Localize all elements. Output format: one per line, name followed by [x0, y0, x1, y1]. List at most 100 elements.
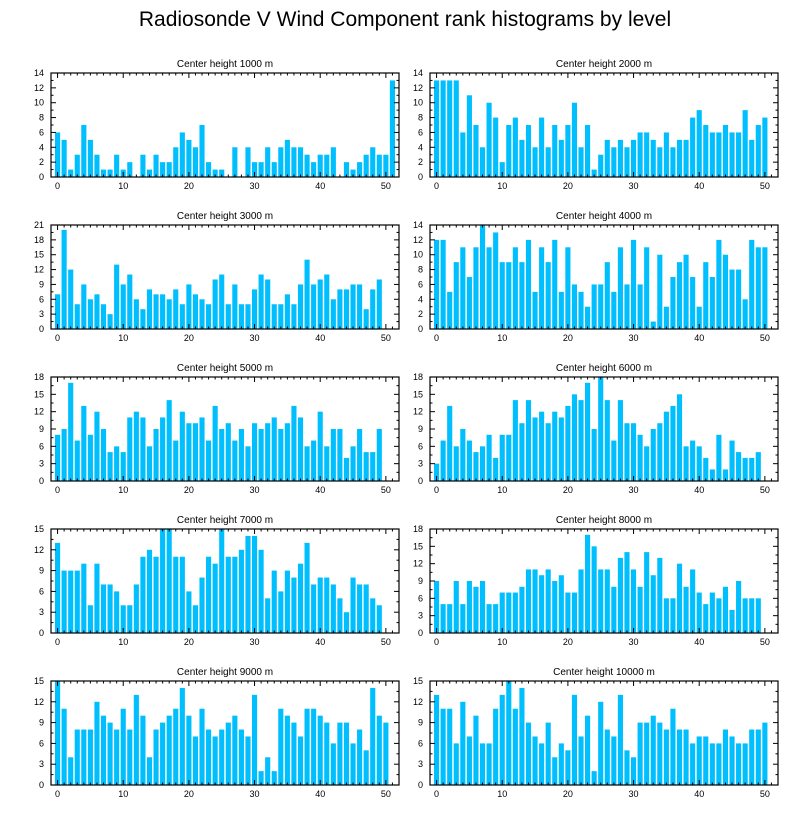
y-tick-label: 9	[39, 718, 44, 728]
histogram-bar	[525, 400, 532, 481]
histogram-bar	[133, 299, 139, 329]
histogram-bar	[762, 247, 768, 329]
histogram-bar	[571, 102, 578, 177]
histogram-bar	[271, 417, 277, 481]
panel-title: Center height 2000 m	[556, 59, 652, 70]
histogram-bar	[120, 708, 126, 785]
x-tick-label: 40	[694, 333, 704, 343]
histogram-bar	[251, 289, 258, 329]
x-tick-label: 20	[563, 181, 573, 191]
histogram-bar	[251, 423, 258, 481]
x-tick-label: 20	[563, 637, 573, 647]
histogram-bar	[532, 147, 538, 177]
histogram-bar	[317, 577, 323, 633]
histogram-bar	[291, 147, 297, 177]
y-tick-label: 6	[39, 127, 44, 137]
histogram-bar	[637, 132, 643, 177]
histogram-bar	[245, 147, 251, 177]
y-tick-label: 12	[34, 407, 44, 417]
histogram-bar	[297, 147, 304, 177]
histogram-bar	[297, 736, 304, 785]
histogram-bar	[140, 715, 146, 785]
y-tick-label: 14	[413, 68, 423, 78]
x-tick-label: 50	[381, 789, 391, 799]
histogram-bar	[186, 423, 192, 481]
histogram-bar	[519, 423, 525, 481]
histogram-bar	[357, 729, 363, 785]
histogram-bar	[376, 605, 382, 633]
histogram-bar	[663, 598, 669, 633]
histogram-bar	[81, 563, 87, 633]
histogram-bar	[552, 411, 558, 481]
histogram-bar	[55, 132, 61, 177]
histogram-bar	[206, 729, 212, 785]
histogram-bar	[722, 469, 729, 481]
histogram-bar	[742, 299, 748, 329]
histogram-bar	[81, 729, 87, 785]
histogram-bar	[317, 154, 323, 177]
histogram-bar	[670, 708, 676, 785]
histogram-bar	[166, 299, 172, 329]
histogram-panel: Center height 5000 m 0 10 20 30 40 50 0 3 6 9 12 15 1…	[34, 363, 400, 495]
histogram-bar	[245, 736, 251, 785]
histogram-bar	[140, 309, 146, 329]
histogram-bar	[486, 434, 492, 481]
x-tick-label: 40	[694, 637, 704, 647]
histogram-bar	[598, 569, 604, 633]
x-tick-label: 50	[381, 181, 391, 191]
histogram-bar	[55, 434, 61, 481]
histogram-bar	[68, 570, 74, 633]
histogram-bar	[140, 417, 146, 481]
histogram-bar	[225, 423, 231, 481]
histogram-bar	[238, 729, 244, 785]
histogram-bar	[453, 581, 459, 633]
histogram-bar	[512, 247, 518, 329]
x-tick-label: 10	[497, 485, 507, 495]
histogram-bar	[55, 542, 61, 633]
histogram-bar	[617, 557, 623, 633]
histogram-bar	[219, 274, 225, 329]
y-tick-label: 2	[418, 309, 423, 319]
x-tick-label: 0	[434, 333, 439, 343]
histogram-bar	[736, 452, 742, 481]
histogram-bar	[545, 147, 551, 177]
histogram-bar	[486, 247, 492, 329]
histogram-bar	[762, 117, 768, 177]
y-tick-label: 12	[34, 545, 44, 555]
histogram-bar	[617, 694, 623, 785]
histogram-bar	[630, 569, 637, 633]
histogram-bar	[696, 306, 702, 329]
histogram-bar	[100, 169, 107, 177]
histogram-bar	[552, 239, 558, 329]
y-tick-label: 0	[418, 324, 423, 334]
histogram-bar	[644, 247, 650, 329]
x-tick-label: 50	[760, 181, 770, 191]
histogram-bar	[284, 570, 290, 633]
histogram-bar	[749, 598, 755, 633]
x-tick-label: 40	[315, 637, 325, 647]
histogram-bar	[370, 452, 376, 481]
histogram-bar	[630, 757, 637, 785]
y-tick-label: 0	[418, 780, 423, 790]
x-tick-label: 50	[760, 333, 770, 343]
y-tick-label: 3	[39, 607, 44, 617]
histogram-bar	[434, 239, 440, 329]
histogram-bar	[278, 708, 284, 785]
y-tick-label: 6	[418, 127, 423, 137]
histogram-bar	[87, 605, 93, 633]
y-tick-label: 12	[413, 697, 423, 707]
y-tick-label: 8	[418, 113, 423, 123]
histogram-bar	[657, 147, 663, 177]
histogram-bar	[709, 277, 715, 329]
panel-title: Center height 3000 m	[177, 211, 273, 222]
histogram-bar	[87, 139, 93, 177]
histogram-bar	[61, 139, 67, 177]
histogram-bar	[146, 446, 153, 481]
histogram-bar	[370, 687, 376, 785]
histogram-bar	[343, 612, 350, 633]
histogram-bar	[324, 722, 330, 785]
histogram-bar	[525, 125, 532, 177]
histogram-bar	[186, 139, 192, 177]
histogram-bar	[324, 154, 330, 177]
y-tick-label: 15	[34, 676, 44, 686]
